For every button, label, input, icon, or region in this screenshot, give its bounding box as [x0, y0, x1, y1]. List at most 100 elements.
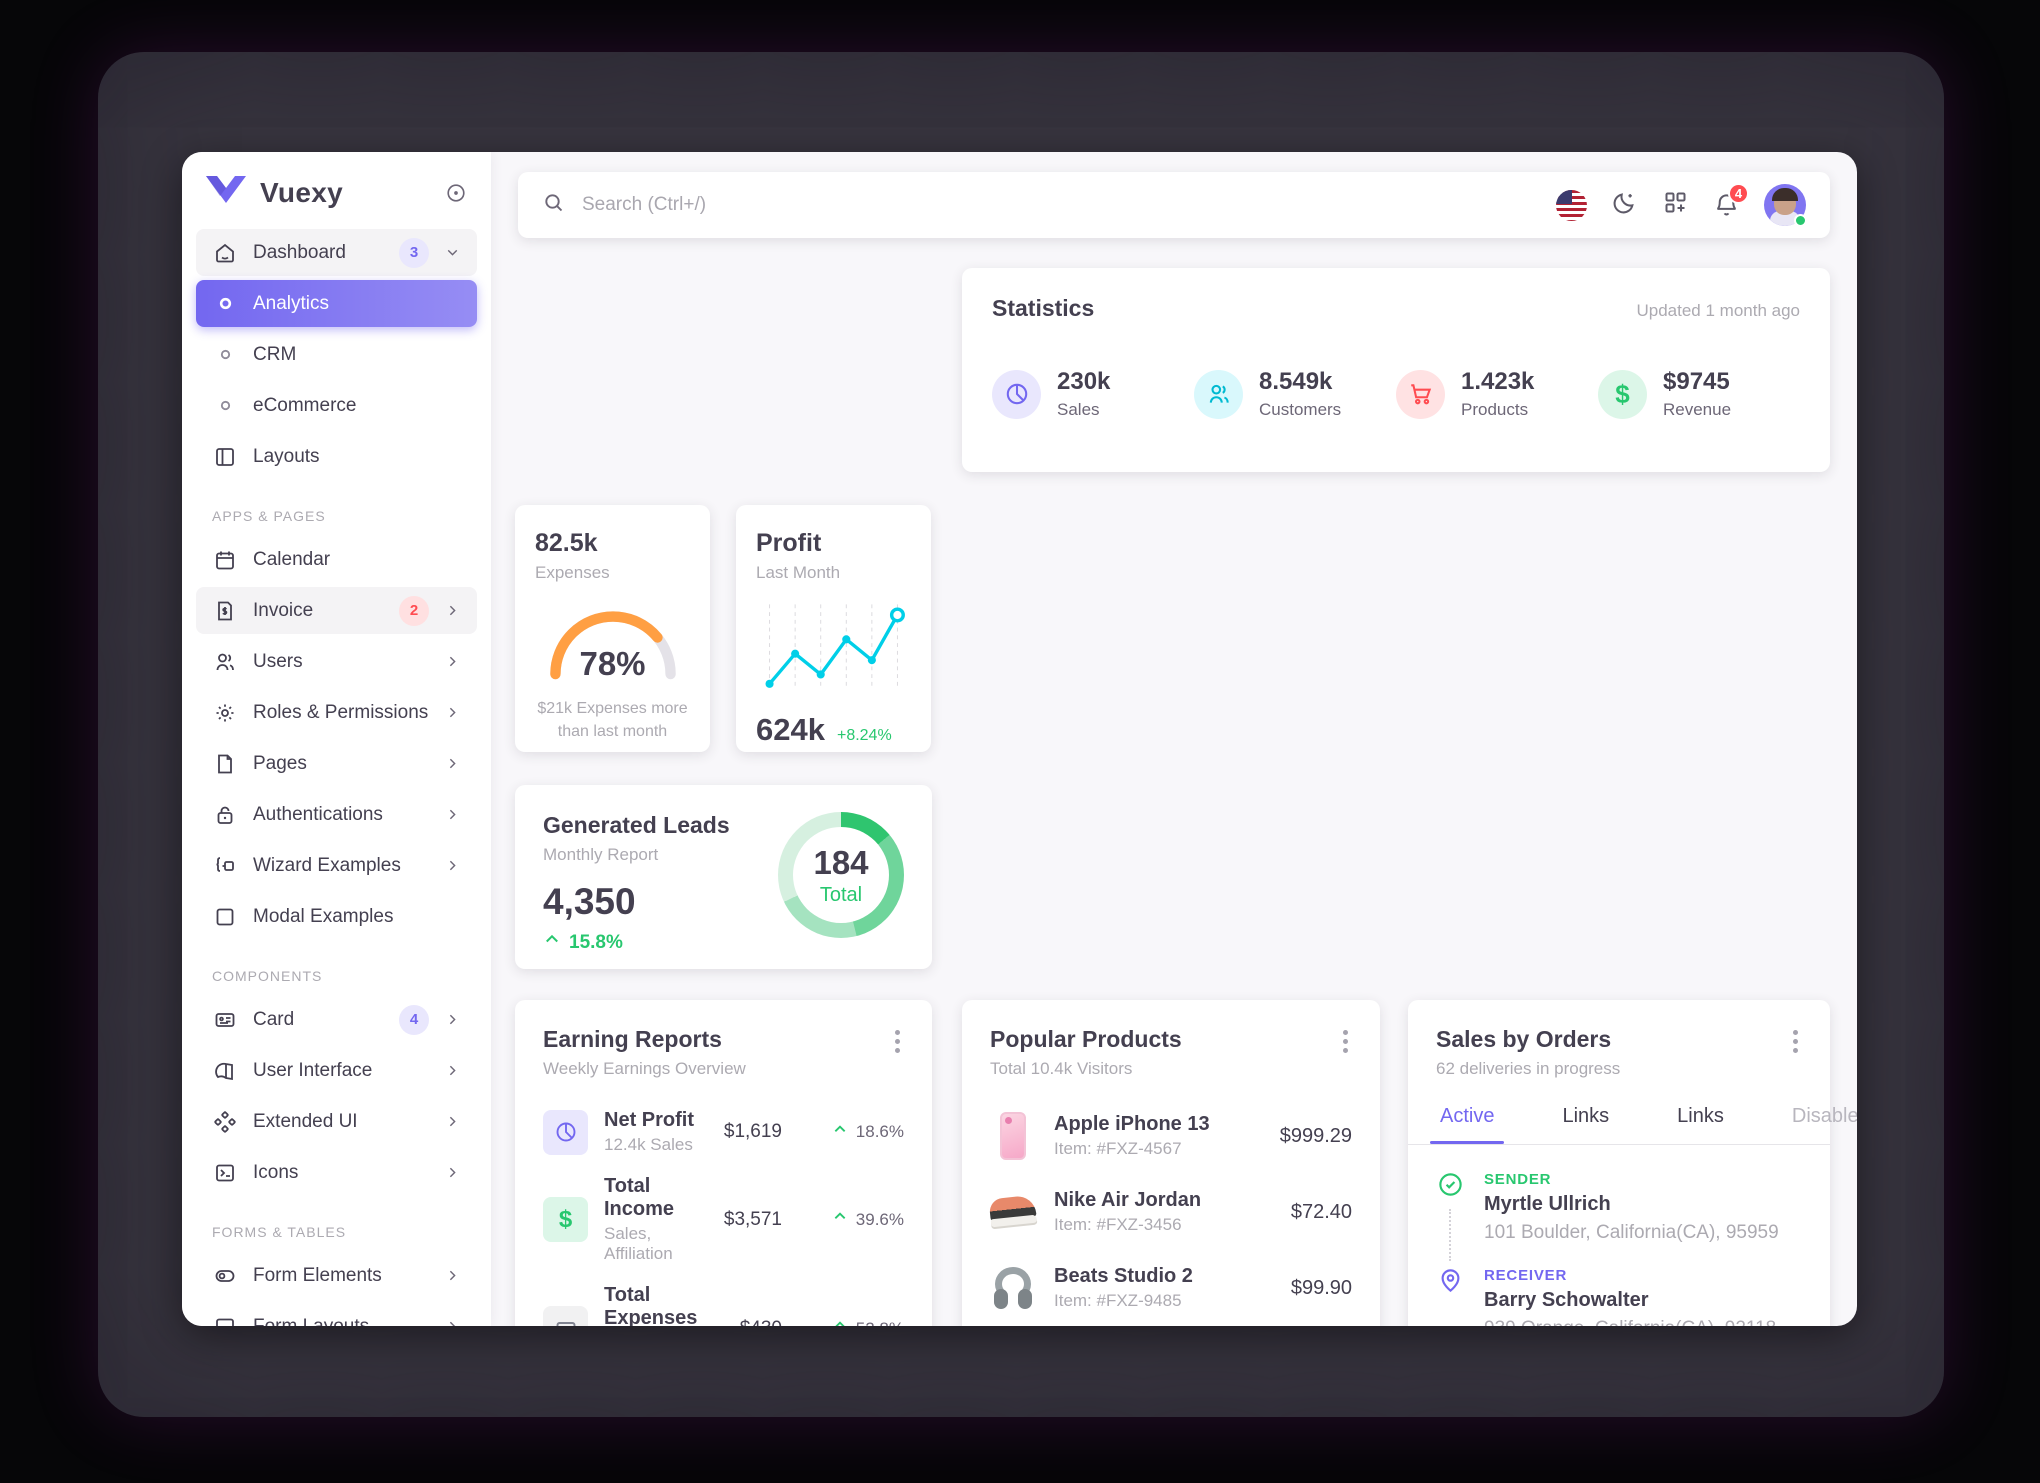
kebab-menu-icon[interactable]	[1789, 1026, 1802, 1057]
sidebar-item-form-layouts[interactable]: Form Layouts	[196, 1303, 477, 1326]
tab-links-2[interactable]: Links	[1677, 1105, 1724, 1127]
sidebar-item-ecommerce[interactable]: eCommerce	[196, 382, 477, 429]
sidebar-item-analytics[interactable]: Analytics	[196, 280, 477, 327]
sidebar-item-icons[interactable]: Icons	[196, 1149, 477, 1196]
product-name: Nike Air Jordan	[1054, 1189, 1202, 1211]
dark-mode-moon-icon[interactable]	[1611, 189, 1638, 221]
timeline-role: SENDER	[1484, 1171, 1552, 1188]
chevron-right-icon	[444, 1318, 461, 1326]
page-icon	[212, 751, 238, 777]
brand-name: Vuexy	[260, 176, 343, 208]
generated-leads-card: Generated Leads Monthly Report 4,350 15.…	[515, 785, 932, 969]
earning-reports-title: Earning Reports	[543, 1026, 722, 1052]
leads-total-label: Total	[819, 883, 863, 906]
chevron-down-icon	[444, 244, 461, 261]
tabs-divider	[1408, 1144, 1830, 1145]
sidebar-item-user-interface[interactable]: User Interface	[196, 1047, 477, 1094]
row-subtitle: Sales, Affiliation	[604, 1224, 673, 1263]
expenses-caption: $21k Expenses more than last month	[537, 700, 688, 741]
sidebar-item-dashboard[interactable]: Dashboard 3	[196, 229, 477, 276]
sidebar-item-label: Extended UI	[253, 1110, 358, 1132]
sidebar-item-label: CRM	[253, 343, 297, 365]
kebab-menu-icon[interactable]	[1339, 1026, 1352, 1057]
map-pin-icon	[1437, 1267, 1464, 1299]
notebook-icon	[212, 1058, 238, 1084]
shortcuts-grid-icon[interactable]	[1662, 189, 1689, 221]
headphones-product-image	[990, 1263, 1036, 1313]
row-title: Net Profit	[604, 1109, 694, 1131]
row-value: $3,571	[723, 1208, 782, 1230]
sidebar-item-label: Card	[253, 1008, 295, 1030]
timeline-address: 939 Orange, California(CA), 92118	[1484, 1318, 1776, 1326]
sidebar-item-authentications[interactable]: Authentications	[196, 791, 477, 838]
timeline-name: Myrtle Ullrich	[1484, 1193, 1611, 1215]
sidebar-item-form-elements[interactable]: Form Elements	[196, 1252, 477, 1299]
sidebar-item-invoice[interactable]: Invoice 2	[196, 587, 477, 634]
invoice-icon	[212, 598, 238, 624]
lock-icon	[212, 802, 238, 828]
sidebar-item-label: Users	[253, 650, 303, 672]
product-row-headphones: Beats Studio 2 Item: #FXZ-9485 $99.90	[990, 1263, 1352, 1313]
sidebar-item-extended-ui[interactable]: Extended UI	[196, 1098, 477, 1145]
timeline-role: RECEIVER	[1484, 1267, 1568, 1284]
sidebar-item-layouts[interactable]: Layouts	[196, 433, 477, 480]
timeline-connector	[1449, 1209, 1451, 1261]
popular-products-title: Popular Products	[990, 1026, 1182, 1052]
product-name: Apple iPhone 13	[1054, 1113, 1210, 1135]
sidebar-item-wizard-examples[interactable]: Wizard Examples	[196, 842, 477, 889]
notifications-bell-icon[interactable]: 4	[1713, 182, 1749, 219]
brand[interactable]: Vuexy	[196, 170, 477, 229]
expenses-card: 82.5k Expenses 78% $21k Expenses more th…	[515, 505, 710, 752]
timeline-address: 101 Boulder, California(CA), 95959	[1484, 1222, 1779, 1243]
product-price: $999.29	[1279, 1124, 1352, 1147]
row-subtitle: 12.4k Sales	[604, 1135, 693, 1154]
language-flag-icon[interactable]	[1556, 189, 1587, 221]
chevron-right-icon	[444, 1011, 461, 1028]
main-content: 4 Statistics Updated 1 month ago 230k Sal…	[491, 152, 1857, 1326]
row-change: 52.8%	[856, 1319, 904, 1327]
stat-value: 230k	[1057, 368, 1111, 395]
product-price: $99.90	[1290, 1276, 1352, 1299]
sidebar-item-calendar[interactable]: Calendar	[196, 536, 477, 583]
circle-dot-icon	[212, 400, 238, 411]
earning-row-net-profit: Net Profit 12.4k Sales $1,619 18.6%	[543, 1109, 904, 1155]
kebab-menu-icon[interactable]	[891, 1026, 904, 1057]
sneaker-product-image	[988, 1187, 1038, 1237]
leads-total: 184	[813, 843, 869, 881]
sidebar-item-modal-examples[interactable]: Modal Examples	[196, 893, 477, 940]
sidebar-item-pages[interactable]: Pages	[196, 740, 477, 787]
earning-row-total-income: $ Total Income Sales, Affiliation $3,571 …	[543, 1175, 904, 1264]
expenses-label: Expenses	[535, 563, 610, 582]
sidebar-item-card[interactable]: Card 4	[196, 996, 477, 1043]
row-change: 18.6%	[855, 1122, 904, 1141]
calendar-icon	[212, 547, 238, 573]
leads-subtitle: Monthly Report	[543, 845, 659, 864]
statistics-card: Statistics Updated 1 month ago 230k Sales…	[962, 268, 1830, 472]
product-item: Item: #FXZ-3456	[1054, 1215, 1182, 1234]
online-status-dot	[1794, 214, 1807, 227]
expenses-gauge-value-arc	[549, 611, 676, 680]
search-bar[interactable]	[542, 191, 1540, 220]
user-avatar[interactable]	[1764, 184, 1807, 227]
tab-active[interactable]: Active	[1429, 1105, 1505, 1144]
trend-up-icon	[832, 1122, 848, 1143]
chevron-right-icon	[444, 806, 461, 823]
product-price: $72.40	[1290, 1200, 1352, 1223]
sidebar-item-label: Invoice	[253, 599, 314, 621]
sales-by-orders-subtitle: 62 deliveries in progress	[1436, 1059, 1621, 1078]
search-input[interactable]	[582, 194, 1002, 216]
sidebar-item-users[interactable]: Users	[196, 638, 477, 685]
chevron-right-icon	[444, 704, 461, 721]
menu-pin-toggle-icon[interactable]	[445, 182, 467, 204]
sidebar-item-label: Wizard Examples	[253, 854, 401, 876]
users-icon	[212, 649, 238, 675]
gear-icon	[212, 700, 238, 726]
sidebar-item-crm[interactable]: CRM	[196, 331, 477, 378]
layout-rows-icon	[212, 1314, 238, 1326]
tab-links-1[interactable]: Links	[1562, 1105, 1610, 1127]
product-row-sneaker: Nike Air Jordan Item: #FXZ-3456 $72.40	[988, 1187, 1352, 1237]
trend-up-icon	[832, 1209, 848, 1230]
check-circle-icon	[1437, 1171, 1464, 1203]
stat-value: 8.549k	[1259, 368, 1333, 395]
sidebar-item-roles-permissions[interactable]: Roles & Permissions	[196, 689, 477, 736]
